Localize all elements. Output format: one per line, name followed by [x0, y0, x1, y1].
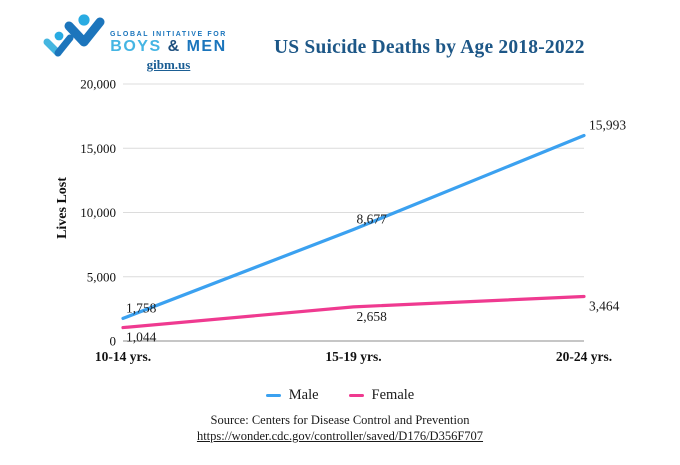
- gibm-logo[interactable]: GLOBAL INITIATIVE FOR BOYS & MEN gibm.us: [42, 12, 227, 73]
- source-footer: Source: Centers for Disease Control and …: [0, 412, 680, 444]
- legend-label: Male: [288, 387, 319, 403]
- legend-dash-icon: [348, 394, 364, 397]
- x-category-label: 20-24 yrs.: [556, 349, 612, 364]
- boys-and-men-figures-icon: [43, 14, 105, 57]
- logo-tagline: GLOBAL INITIATIVE FOR: [110, 31, 227, 38]
- data-label-female: 2,658: [357, 309, 388, 324]
- logo-text: GLOBAL INITIATIVE FOR BOYS & MEN gibm.us: [110, 12, 227, 73]
- logo-name: BOYS & MEN: [110, 38, 226, 56]
- y-tick-label: 10,000: [80, 205, 116, 220]
- data-label-male: 1,758: [126, 300, 157, 315]
- y-tick-label: 15,000: [80, 141, 116, 156]
- data-label-male: 8,677: [357, 212, 388, 227]
- gibm-website-link[interactable]: gibm.us: [146, 57, 191, 73]
- y-tick-label: 5,000: [87, 269, 116, 284]
- legend-label: Female: [371, 387, 415, 403]
- data-label-female: 1,044: [126, 330, 157, 345]
- y-tick-label: 20,000: [80, 77, 116, 92]
- logo-name-men: MEN: [186, 38, 227, 55]
- legend: Male Female: [0, 387, 680, 404]
- source-url-link[interactable]: https://wonder.cdc.gov/controller/saved/…: [196, 429, 484, 443]
- logo-name-amp: &: [167, 38, 181, 55]
- y-tick-label: 0: [110, 334, 117, 349]
- legend-item-male: Male: [265, 387, 319, 404]
- x-category-label: 15-19 yrs.: [325, 349, 381, 364]
- series-line-male: [121, 133, 586, 321]
- chart-svg: 0 5,000 10,000 15,000 20,000 10-14 yrs. 15-19 …: [80, 77, 626, 365]
- legend-dash-icon: [265, 394, 281, 397]
- series-line-female: [121, 294, 586, 330]
- x-category-label: 10-14 yrs.: [95, 349, 151, 364]
- data-label-female: 3,464: [589, 298, 620, 313]
- logo-name-boys: BOYS: [110, 38, 162, 55]
- source-text: Source: Centers for Disease Control and …: [210, 413, 470, 427]
- data-label-male: 15,993: [589, 117, 626, 132]
- chart-title: US Suicide Deaths by Age 2018-2022: [274, 37, 585, 58]
- legend-item-female: Female: [348, 387, 415, 404]
